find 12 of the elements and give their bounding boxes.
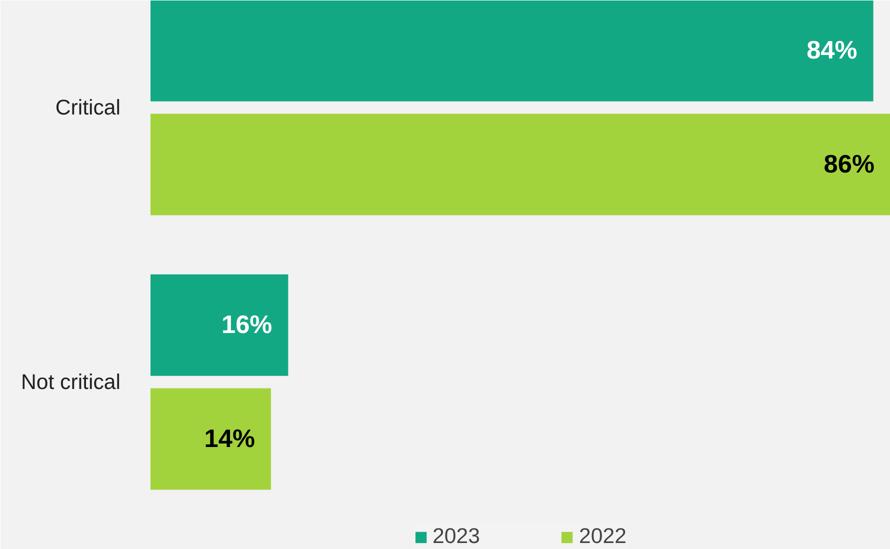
bar xyxy=(150,0,874,102)
data-label: 14% xyxy=(204,425,255,454)
y-tick-label: Critical xyxy=(55,96,120,120)
data-label: 16% xyxy=(221,311,272,340)
bar xyxy=(150,114,890,216)
legend-label: 2023 xyxy=(432,524,480,549)
y-tick-label: Not critical xyxy=(20,370,121,394)
data-label: 84% xyxy=(806,36,858,65)
bar xyxy=(150,274,288,376)
data-label: 86% xyxy=(824,150,875,179)
bar xyxy=(150,388,271,490)
legend-label: 2022 xyxy=(579,524,626,549)
